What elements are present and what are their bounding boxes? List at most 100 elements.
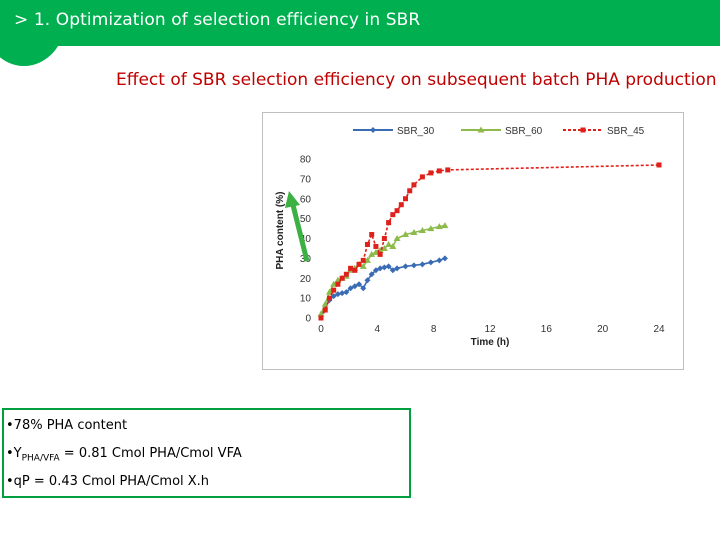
data-point-sbr_30	[372, 267, 379, 274]
data-point-sbr_45	[360, 257, 366, 263]
data-point-sbr_45	[377, 251, 383, 257]
data-point-sbr_30	[385, 263, 392, 270]
data-point-sbr_30	[436, 257, 443, 264]
data-point-sbr_30	[351, 283, 358, 290]
data-point-sbr_60	[359, 262, 367, 269]
data-point-sbr_45	[331, 287, 337, 293]
data-point-sbr_60	[418, 227, 426, 234]
data-point-sbr_45	[403, 196, 408, 202]
data-point-sbr_45	[322, 307, 328, 313]
data-point-sbr_60	[435, 223, 443, 230]
data-point-sbr_30	[377, 265, 384, 272]
y-tick-label: 40	[300, 234, 312, 245]
note-rate-value: = 0.43 Cmol PHA/Cmol X.h	[29, 474, 210, 489]
note-rate-subscript: P	[21, 474, 30, 489]
y-tick-label: 10	[300, 294, 312, 305]
data-point-sbr_45	[445, 167, 451, 173]
x-tick-label: 12	[484, 324, 496, 335]
data-point-sbr_45	[428, 170, 434, 176]
header-title: > 1. Optimization of selection efficienc…	[14, 10, 421, 30]
data-point-sbr_60	[385, 240, 393, 247]
data-point-sbr_60	[368, 250, 376, 257]
data-point-sbr_60	[441, 222, 449, 229]
data-point-sbr_45	[373, 243, 379, 249]
data-point-sbr_45	[394, 208, 400, 214]
note-yield-value: = 0.81 Cmol PHA/Cmol VFA	[59, 446, 242, 461]
data-point-sbr_30	[334, 291, 341, 298]
x-tick-label: 20	[597, 324, 609, 335]
slide-title: Effect of SBR selection efficiency on su…	[116, 70, 717, 90]
data-point-sbr_60	[427, 225, 435, 232]
data-point-sbr_45	[436, 168, 442, 174]
data-point-sbr_30	[389, 267, 396, 274]
x-tick-label: 4	[375, 324, 381, 335]
data-point-sbr_30	[394, 265, 401, 272]
y-tick-label: 20	[300, 274, 312, 285]
data-point-sbr_30	[427, 259, 434, 266]
data-point-sbr_45	[369, 232, 375, 238]
legend-label-sbr_45: SBR_45	[607, 126, 645, 137]
data-point-sbr_45	[656, 162, 662, 168]
data-point-sbr_45	[419, 174, 425, 180]
data-point-sbr_60	[389, 242, 397, 249]
data-point-sbr_30	[381, 264, 388, 271]
pha-content-chart: SBR_30SBR_60SBR_450102030405060708004812…	[275, 126, 665, 348]
note-pha-content: •78% PHA content	[6, 418, 128, 433]
data-point-sbr_30	[364, 277, 371, 284]
data-point-sbr_30	[347, 285, 354, 292]
data-point-sbr_30	[402, 263, 409, 270]
trend-arrow-shaft	[289, 200, 310, 262]
data-point-sbr_30	[419, 261, 426, 268]
data-point-sbr_45	[335, 281, 341, 287]
header-bar	[0, 0, 720, 46]
data-point-sbr_45	[390, 212, 396, 218]
legend-marker-sbr_60	[477, 126, 485, 133]
data-point-sbr_30	[360, 285, 367, 292]
y-tick-label: 0	[305, 314, 311, 325]
data-point-sbr_45	[386, 220, 392, 226]
note-yield-prefix: •Y	[6, 446, 22, 461]
data-point-sbr_30	[410, 262, 417, 269]
data-point-sbr_45	[348, 265, 354, 271]
data-point-sbr_45	[411, 182, 417, 188]
x-tick-label: 24	[653, 324, 665, 335]
data-point-sbr_30	[441, 255, 448, 262]
legend-label-sbr_30: SBR_30	[397, 126, 435, 137]
data-point-sbr_30	[339, 290, 346, 297]
data-point-sbr_45	[326, 295, 332, 301]
x-tick-label: 8	[431, 324, 437, 335]
y-tick-label: 60	[300, 194, 312, 205]
note-yield-subscript: PHA/VFA	[21, 453, 60, 464]
y-tick-label: 70	[300, 174, 312, 185]
data-point-sbr_60	[410, 229, 418, 236]
data-point-sbr_30	[368, 271, 375, 278]
data-point-sbr_45	[356, 261, 362, 267]
x-tick-label: 16	[541, 324, 553, 335]
data-point-sbr_30	[356, 281, 363, 288]
x-axis-title: Time (h)	[471, 337, 510, 348]
y-tick-label: 80	[300, 155, 312, 166]
note-rate: •qP = 0.43 Cmol PHA/Cmol X.h	[6, 474, 209, 489]
data-point-sbr_45	[398, 202, 404, 208]
x-tick-label: 0	[318, 324, 324, 335]
data-point-sbr_45	[343, 271, 349, 277]
series-line-sbr_45	[320, 164, 660, 319]
trend-arrow-head	[285, 191, 300, 208]
data-point-sbr_45	[381, 236, 387, 241]
data-point-sbr_45	[339, 275, 345, 281]
data-point-sbr_45	[364, 241, 370, 247]
data-point-sbr_60	[317, 310, 325, 317]
y-tick-label: 50	[300, 214, 312, 225]
data-point-sbr_60	[402, 231, 409, 238]
data-point-sbr_45	[318, 315, 324, 321]
results-notes-box: •78% PHA content •YPHA/VFA = 0.81 Cmol P…	[2, 408, 411, 498]
data-point-sbr_60	[321, 300, 329, 307]
data-point-sbr_45	[352, 267, 358, 273]
data-point-sbr_60	[393, 235, 401, 241]
chart-frame: SBR_30SBR_60SBR_450102030405060708004812…	[262, 112, 684, 370]
legend-marker-sbr_30	[370, 127, 376, 133]
data-point-sbr_60	[325, 288, 333, 295]
data-point-sbr_45	[407, 188, 413, 194]
note-yield: •YPHA/VFA = 0.81 Cmol PHA/Cmol VFA	[6, 446, 242, 464]
note-rate-prefix: •q	[6, 474, 22, 489]
